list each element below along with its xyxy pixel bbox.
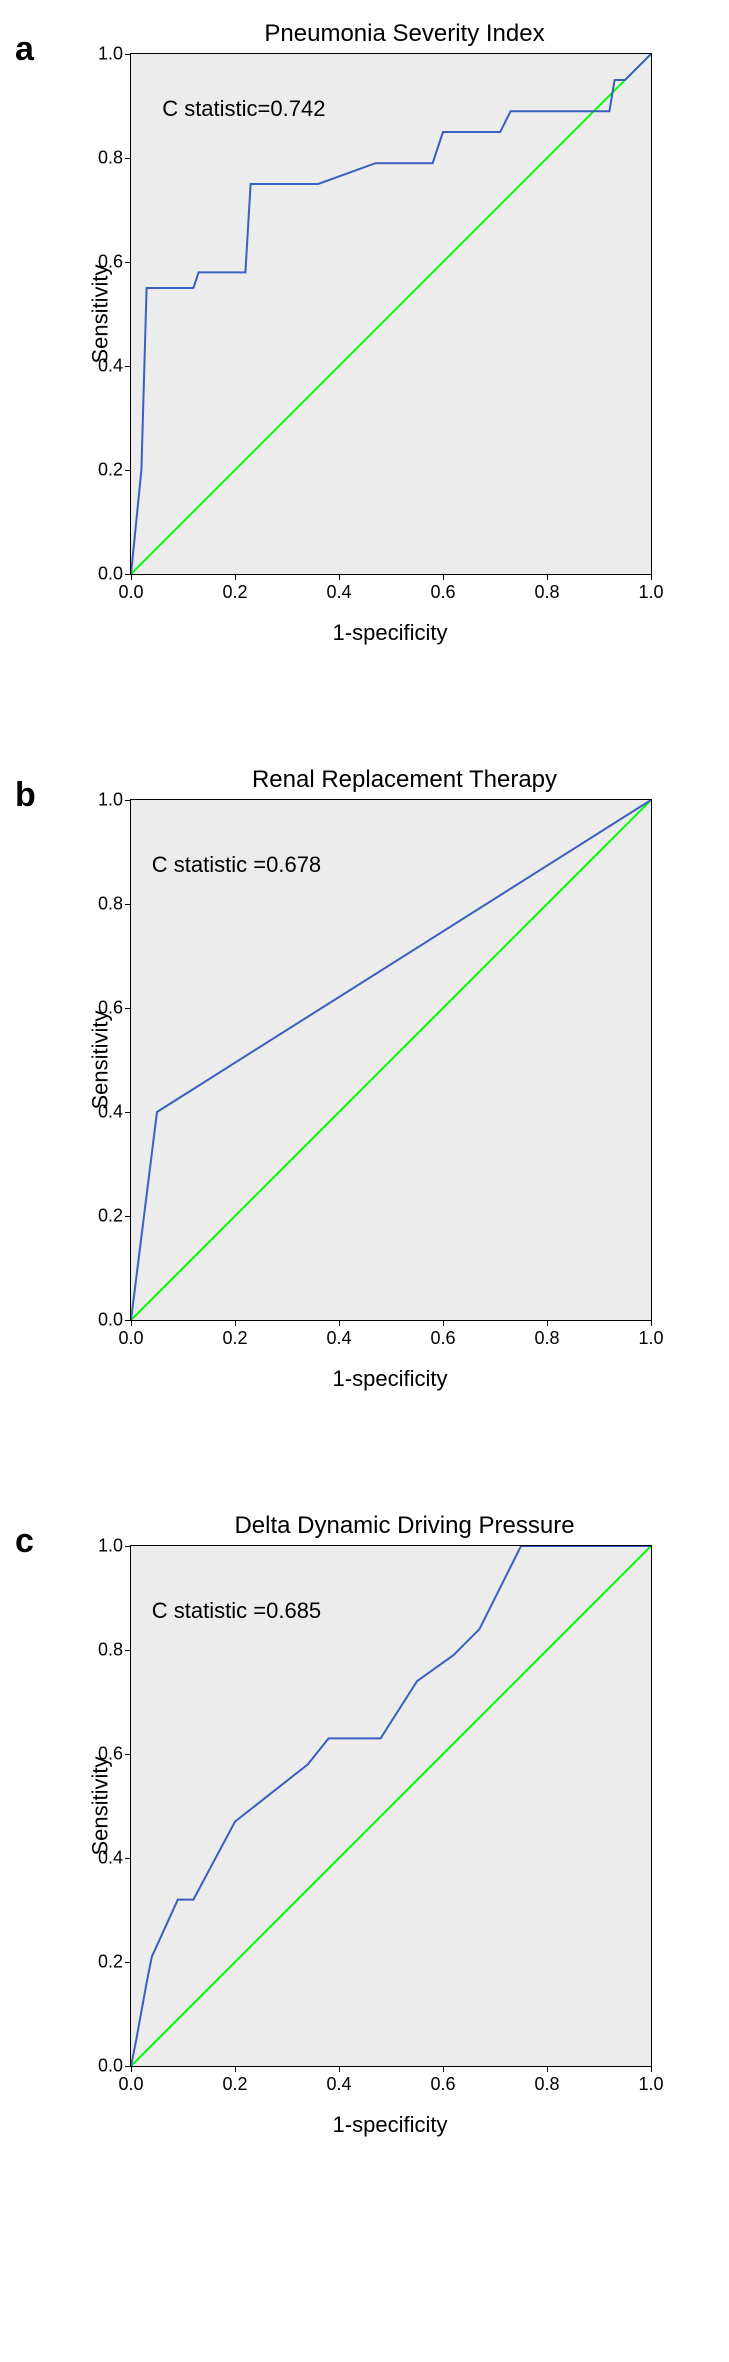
xtick-label: 0.2 bbox=[222, 582, 247, 603]
xtick-label: 0.6 bbox=[430, 2074, 455, 2095]
xtick-label: 1.0 bbox=[638, 2074, 663, 2095]
c-statistic-annotation: C statistic =0.678 bbox=[152, 852, 321, 878]
xtick-label: 0.4 bbox=[326, 1328, 351, 1349]
diagonal-reference-line bbox=[131, 54, 651, 574]
x-axis-label: 1-specificity bbox=[130, 2112, 650, 2138]
xtick-mark bbox=[547, 574, 548, 580]
ytick-mark bbox=[125, 904, 131, 905]
xtick-label: 1.0 bbox=[638, 582, 663, 603]
ytick-mark bbox=[125, 54, 131, 55]
ytick-mark bbox=[125, 1858, 131, 1859]
ytick-mark bbox=[125, 158, 131, 159]
xtick-mark bbox=[651, 574, 652, 580]
ytick-mark bbox=[125, 1754, 131, 1755]
c-statistic-annotation: C statistic=0.742 bbox=[162, 96, 325, 122]
xtick-mark bbox=[547, 1320, 548, 1326]
ytick-mark bbox=[125, 366, 131, 367]
xtick-mark bbox=[651, 1320, 652, 1326]
panel-title: Delta Dynamic Driving Pressure bbox=[100, 1512, 709, 1540]
ytick-label: 1.0 bbox=[98, 790, 123, 811]
ytick-mark bbox=[125, 262, 131, 263]
ytick-label: 0.2 bbox=[98, 460, 123, 481]
ytick-mark bbox=[125, 1650, 131, 1651]
xtick-mark bbox=[651, 2066, 652, 2072]
xtick-mark bbox=[339, 574, 340, 580]
ytick-label: 1.0 bbox=[98, 44, 123, 65]
ytick-mark bbox=[125, 1546, 131, 1547]
plot-area: C statistic =0.6850.00.00.20.20.40.40.60… bbox=[130, 1545, 652, 2067]
roc-svg bbox=[131, 54, 651, 574]
xtick-mark bbox=[339, 2066, 340, 2072]
ytick-label: 0.8 bbox=[98, 894, 123, 915]
xtick-mark bbox=[443, 2066, 444, 2072]
xtick-label: 0.0 bbox=[118, 2074, 143, 2095]
xtick-label: 0.6 bbox=[430, 582, 455, 603]
roc-svg bbox=[131, 1546, 651, 2066]
xtick-label: 1.0 bbox=[638, 1328, 663, 1349]
panel-title: Pneumonia Severity Index bbox=[100, 20, 709, 48]
x-axis-label: 1-specificity bbox=[130, 620, 650, 646]
xtick-mark bbox=[131, 574, 132, 580]
plot-area: C statistic=0.7420.00.00.20.20.40.40.60.… bbox=[130, 53, 652, 575]
xtick-mark bbox=[235, 574, 236, 580]
xtick-mark bbox=[547, 2066, 548, 2072]
panel-label: c bbox=[15, 1522, 34, 1561]
diagonal-reference-line bbox=[131, 1546, 651, 2066]
ytick-mark bbox=[125, 1962, 131, 1963]
xtick-label: 0.8 bbox=[534, 2074, 559, 2095]
xtick-mark bbox=[131, 1320, 132, 1326]
ytick-label: 0.2 bbox=[98, 1206, 123, 1227]
x-axis-label: 1-specificity bbox=[130, 1366, 650, 1392]
ytick-label: 0.2 bbox=[98, 1952, 123, 1973]
plot-wrap: C statistic =0.6780.00.00.20.20.40.40.60… bbox=[130, 799, 709, 1392]
panel-label: b bbox=[15, 776, 36, 815]
xtick-label: 0.6 bbox=[430, 1328, 455, 1349]
xtick-label: 0.2 bbox=[222, 1328, 247, 1349]
plot-area: C statistic =0.6780.00.00.20.20.40.40.60… bbox=[130, 799, 652, 1321]
xtick-label: 0.2 bbox=[222, 2074, 247, 2095]
xtick-mark bbox=[443, 1320, 444, 1326]
xtick-mark bbox=[339, 1320, 340, 1326]
y-axis-label: Sensitivity bbox=[88, 1010, 114, 1109]
xtick-label: 0.8 bbox=[534, 582, 559, 603]
xtick-mark bbox=[443, 574, 444, 580]
y-axis-label: Sensitivity bbox=[88, 1756, 114, 1855]
xtick-label: 0.8 bbox=[534, 1328, 559, 1349]
y-axis-label: Sensitivity bbox=[88, 264, 114, 363]
xtick-mark bbox=[235, 1320, 236, 1326]
ytick-label: 0.8 bbox=[98, 1640, 123, 1661]
plot-wrap: C statistic =0.6850.00.00.20.20.40.40.60… bbox=[130, 1545, 709, 2138]
diagonal-reference-line bbox=[131, 800, 651, 1320]
panel-label: a bbox=[15, 30, 34, 69]
ytick-mark bbox=[125, 1008, 131, 1009]
xtick-mark bbox=[235, 2066, 236, 2072]
plot-wrap: C statistic=0.7420.00.00.20.20.40.40.60.… bbox=[130, 53, 709, 646]
ytick-mark bbox=[125, 1112, 131, 1113]
panel-title: Renal Replacement Therapy bbox=[100, 766, 709, 794]
panel-a: aPneumonia Severity IndexC statistic=0.7… bbox=[20, 20, 709, 646]
xtick-label: 0.0 bbox=[118, 582, 143, 603]
ytick-mark bbox=[125, 470, 131, 471]
xtick-label: 0.4 bbox=[326, 582, 351, 603]
xtick-label: 0.0 bbox=[118, 1328, 143, 1349]
roc-svg bbox=[131, 800, 651, 1320]
xtick-mark bbox=[131, 2066, 132, 2072]
ytick-label: 1.0 bbox=[98, 1536, 123, 1557]
ytick-label: 0.8 bbox=[98, 148, 123, 169]
ytick-mark bbox=[125, 800, 131, 801]
c-statistic-annotation: C statistic =0.685 bbox=[152, 1598, 321, 1624]
panel-b: bRenal Replacement TherapyC statistic =0… bbox=[20, 766, 709, 1392]
ytick-mark bbox=[125, 1216, 131, 1217]
panel-c: cDelta Dynamic Driving PressureC statist… bbox=[20, 1512, 709, 2138]
xtick-label: 0.4 bbox=[326, 2074, 351, 2095]
